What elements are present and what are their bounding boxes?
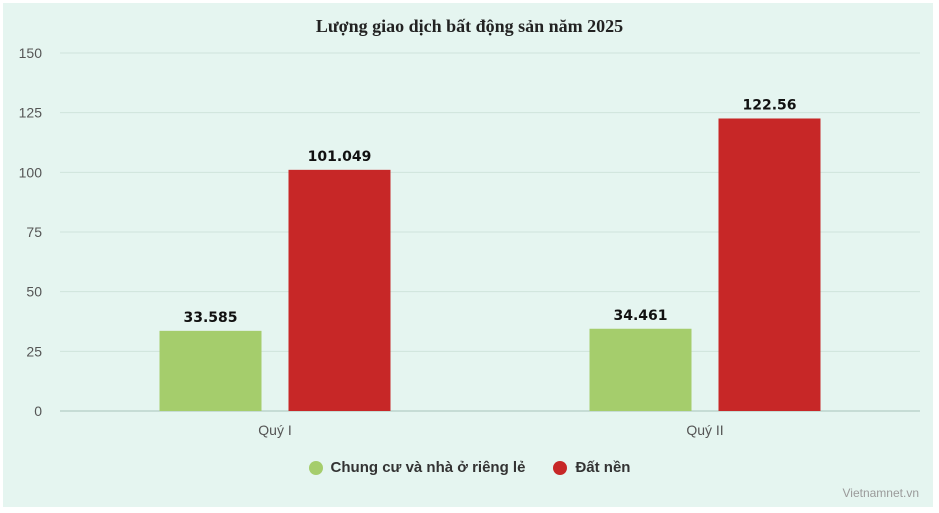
source-credit: Vietnamnet.vn xyxy=(842,486,920,500)
y-tick-label: 75 xyxy=(26,224,42,240)
legend-swatch-land xyxy=(553,460,568,475)
x-tick-label: Quý II xyxy=(686,422,723,438)
y-tick-label: 50 xyxy=(26,284,42,300)
legend-swatch-apartments xyxy=(308,460,323,475)
y-tick-label: 150 xyxy=(19,45,43,61)
y-tick-label: 25 xyxy=(26,343,42,359)
bar-apartments-2[interactable] xyxy=(589,328,692,411)
legend-label-apartments: Chung cư và nhà ở riêng lẻ xyxy=(330,459,526,476)
legend-label-land: Đất nền xyxy=(575,459,631,476)
chart-title: Lượng giao dịch bất động sản năm 2025 xyxy=(315,16,624,36)
bar-land-1[interactable] xyxy=(288,169,391,411)
data-label: 34.461 xyxy=(613,308,667,324)
data-label: 101.049 xyxy=(308,149,372,165)
legend-item-apartments[interactable]: Chung cư và nhà ở riêng lẻ xyxy=(308,459,526,476)
y-tick-label: 100 xyxy=(19,164,43,180)
data-label: 122.56 xyxy=(742,97,796,113)
legend-item-land[interactable]: Đất nền xyxy=(553,459,630,476)
bar-apartments-1[interactable] xyxy=(159,330,262,411)
data-label: 33.585 xyxy=(183,310,237,326)
y-tick-label: 125 xyxy=(19,105,43,121)
bar-land-2[interactable] xyxy=(718,118,821,411)
x-tick-label: Quý I xyxy=(258,422,291,438)
y-tick-label: 0 xyxy=(34,403,42,419)
legend: Chung cư và nhà ở riêng lẻ Đất nền xyxy=(0,459,939,476)
